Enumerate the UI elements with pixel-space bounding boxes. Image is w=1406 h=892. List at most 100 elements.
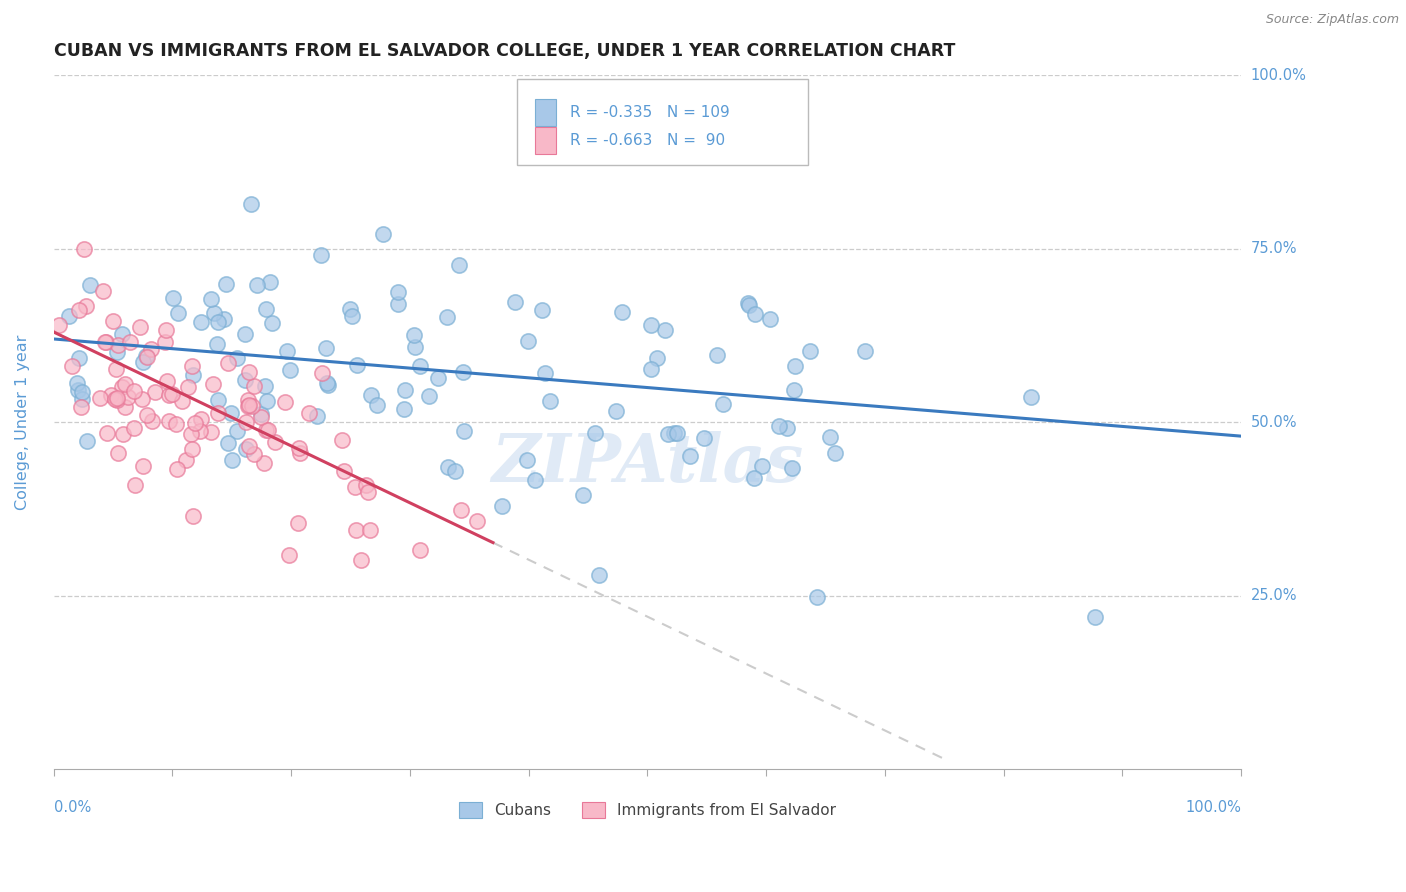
Point — [238, 398, 260, 412]
Point — [657, 426, 679, 441]
Point — [104, 392, 127, 406]
Point — [100, 388, 122, 402]
Point — [155, 323, 177, 337]
Point — [67, 303, 90, 318]
Point — [436, 310, 458, 324]
Point — [202, 377, 225, 392]
Text: R = -0.335   N = 109: R = -0.335 N = 109 — [571, 105, 730, 120]
Point — [58, 309, 80, 323]
Point — [297, 406, 319, 420]
Point — [105, 391, 128, 405]
Point — [315, 341, 337, 355]
Point — [366, 398, 388, 412]
Point — [104, 362, 127, 376]
Point — [1084, 609, 1107, 624]
Point — [221, 452, 243, 467]
Point — [517, 334, 540, 348]
Point — [538, 394, 561, 409]
Point — [180, 359, 202, 373]
Point — [107, 338, 129, 352]
Point — [612, 305, 634, 319]
Point — [530, 302, 553, 317]
Point — [759, 311, 782, 326]
Point — [79, 278, 101, 293]
Point — [278, 362, 301, 376]
Point — [76, 434, 98, 449]
Point — [238, 439, 260, 453]
Point — [67, 351, 90, 365]
Point — [129, 320, 152, 334]
Point — [132, 355, 155, 369]
Text: CUBAN VS IMMIGRANTS FROM EL SALVADOR COLLEGE, UNDER 1 YEAR CORRELATION CHART: CUBAN VS IMMIGRANTS FROM EL SALVADOR COL… — [53, 42, 955, 60]
Point — [744, 307, 766, 321]
Point — [96, 426, 118, 441]
Point — [200, 425, 222, 440]
Point — [141, 414, 163, 428]
Point — [217, 356, 239, 370]
Point — [157, 414, 180, 428]
Point — [346, 358, 368, 372]
Point — [165, 417, 187, 431]
Point — [235, 442, 257, 456]
Point — [101, 314, 124, 328]
Point — [111, 380, 134, 394]
Point — [177, 380, 200, 394]
Point — [235, 327, 257, 342]
Point — [118, 335, 141, 350]
Point — [806, 591, 828, 605]
Bar — [534, 127, 555, 154]
Point — [141, 343, 163, 357]
Point — [276, 344, 298, 359]
Text: 50.0%: 50.0% — [1251, 415, 1298, 430]
Point — [278, 549, 301, 563]
Point — [181, 508, 204, 523]
Point — [818, 430, 841, 444]
Point — [256, 393, 278, 408]
Point — [783, 383, 806, 397]
Point — [340, 309, 363, 323]
Point — [184, 416, 207, 430]
Point — [387, 297, 409, 311]
Point — [136, 408, 159, 422]
Point — [110, 326, 132, 341]
Point — [453, 424, 475, 438]
Point — [259, 275, 281, 289]
Point — [181, 368, 204, 382]
Point — [503, 295, 526, 310]
Point — [238, 399, 260, 413]
Point — [162, 292, 184, 306]
Point — [392, 402, 415, 417]
Point — [75, 299, 97, 313]
Point — [170, 393, 193, 408]
Point — [240, 196, 263, 211]
Point — [706, 348, 728, 362]
Point — [640, 362, 662, 376]
Point — [449, 258, 471, 272]
Point — [588, 568, 610, 582]
Point — [60, 359, 83, 373]
Point — [124, 477, 146, 491]
Bar — [534, 99, 555, 127]
Point — [174, 453, 197, 467]
Point — [226, 425, 249, 439]
Point — [450, 502, 472, 516]
Point — [693, 431, 716, 445]
Point — [418, 389, 440, 403]
Point — [780, 461, 803, 475]
Point — [260, 316, 283, 330]
Point — [166, 306, 188, 320]
Point — [89, 391, 111, 405]
Point — [491, 499, 513, 513]
Point — [654, 323, 676, 337]
Point — [190, 315, 212, 329]
Text: R = -0.663   N =  90: R = -0.663 N = 90 — [571, 133, 725, 148]
Point — [1019, 390, 1042, 404]
Point — [824, 446, 846, 460]
Point — [153, 334, 176, 349]
Point — [107, 446, 129, 460]
Point — [254, 423, 277, 437]
Point — [443, 464, 465, 478]
Point — [160, 387, 183, 401]
Point — [111, 427, 134, 442]
Point — [256, 424, 278, 438]
